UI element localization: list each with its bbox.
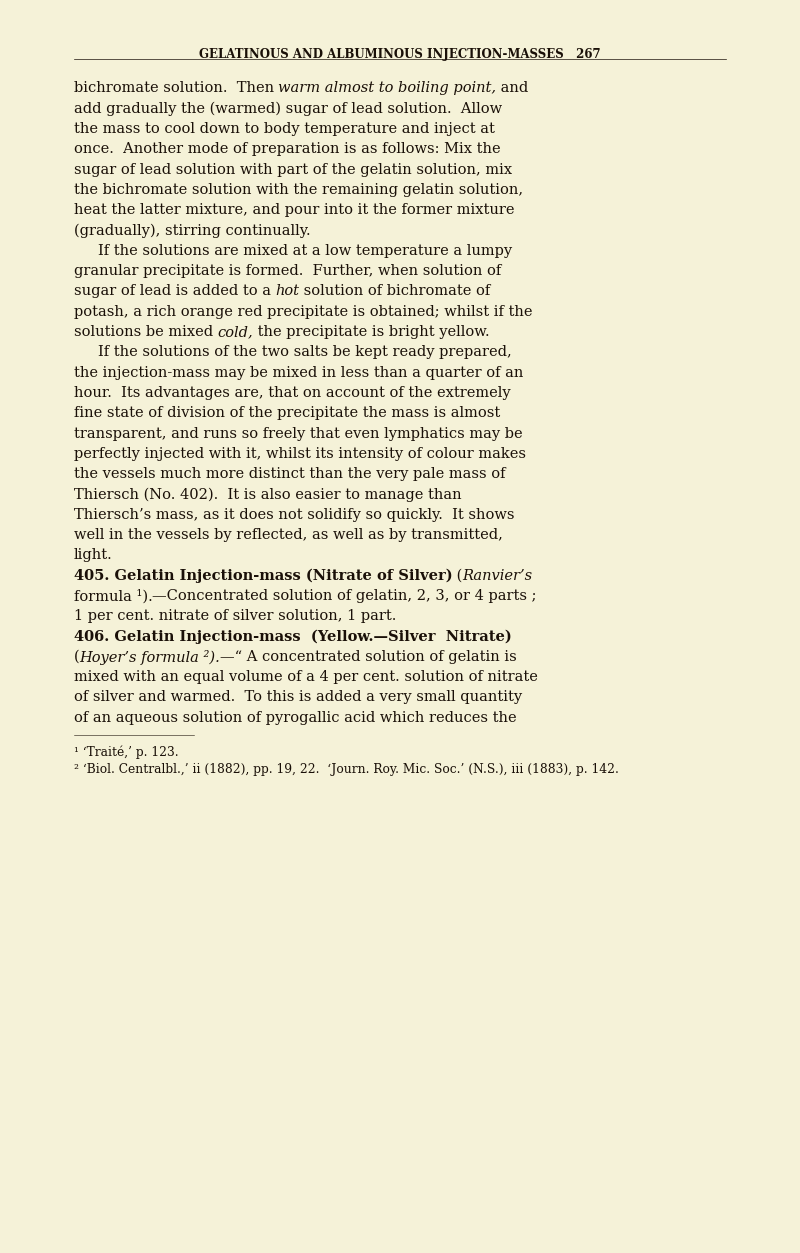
- Text: (gradually), stirring continually.: (gradually), stirring continually.: [74, 223, 310, 238]
- Text: of an aqueous solution of pyrogallic acid which reduces the: of an aqueous solution of pyrogallic aci…: [74, 710, 516, 724]
- Text: fine state of division of the precipitate the mass is almost: fine state of division of the precipitat…: [74, 406, 500, 420]
- Text: light.: light.: [74, 549, 112, 563]
- Text: cold,: cold,: [218, 325, 253, 340]
- Text: 405. Gelatin Injection-mass (Nitrate of Silver): 405. Gelatin Injection-mass (Nitrate of …: [74, 569, 452, 583]
- Text: potash, a rich orange red precipitate is obtained; whilst if the: potash, a rich orange red precipitate is…: [74, 304, 532, 318]
- Text: the mass to cool down to body temperature and inject at: the mass to cool down to body temperatur…: [74, 122, 494, 137]
- Text: and: and: [496, 81, 529, 95]
- Text: the injection-mass may be mixed in less than a quarter of an: the injection-mass may be mixed in less …: [74, 366, 523, 380]
- Text: sugar of lead solution with part of the gelatin solution, mix: sugar of lead solution with part of the …: [74, 163, 512, 177]
- Text: add gradually the (warmed) sugar of lead solution.  Allow: add gradually the (warmed) sugar of lead…: [74, 101, 502, 117]
- Text: Ranvier’s: Ranvier’s: [462, 569, 533, 583]
- Text: (: (: [452, 569, 462, 583]
- Text: warm almost to boiling point,: warm almost to boiling point,: [278, 81, 496, 95]
- Text: once.  Another mode of preparation is as follows: Mix the: once. Another mode of preparation is as …: [74, 143, 500, 157]
- Text: solutions be mixed: solutions be mixed: [74, 325, 218, 340]
- Text: well in the vessels by reflected, as well as by transmitted,: well in the vessels by reflected, as wel…: [74, 528, 502, 543]
- Text: the bichromate solution with the remaining gelatin solution,: the bichromate solution with the remaini…: [74, 183, 522, 197]
- Text: If the solutions are mixed at a low temperature a lumpy: If the solutions are mixed at a low temp…: [98, 244, 512, 258]
- Text: the vessels much more distinct than the very pale mass of: the vessels much more distinct than the …: [74, 467, 505, 481]
- Text: formula ¹).: formula ¹).: [74, 589, 152, 603]
- Text: sugar of lead is added to a: sugar of lead is added to a: [74, 284, 275, 298]
- Text: bichromate solution.  Then: bichromate solution. Then: [74, 81, 278, 95]
- Text: granular precipitate is formed.  Further, when solution of: granular precipitate is formed. Further,…: [74, 264, 501, 278]
- Text: transparent, and runs so freely that even lymphatics may be: transparent, and runs so freely that eve…: [74, 426, 522, 441]
- Text: Thiersch’s mass, as it does not solidify so quickly.  It shows: Thiersch’s mass, as it does not solidify…: [74, 507, 514, 521]
- Text: —“ A concentrated solution of gelatin is: —“ A concentrated solution of gelatin is: [220, 650, 517, 664]
- Text: 406. Gelatin Injection-mass  (Yellow.—Silver  Nitrate): 406. Gelatin Injection-mass (Yellow.—Sil…: [74, 629, 511, 644]
- Text: of silver and warmed.  To this is added a very small quantity: of silver and warmed. To this is added a…: [74, 690, 522, 704]
- Text: 1 per cent. nitrate of silver solution, 1 part.: 1 per cent. nitrate of silver solution, …: [74, 609, 396, 623]
- Text: solution of bichromate of: solution of bichromate of: [299, 284, 490, 298]
- Text: ² ‘Biol. Centralbl.,’ ii (1882), pp. 19, 22.  ‘Journ. Roy. Mic. Soc.’ (N.S.), ii: ² ‘Biol. Centralbl.,’ ii (1882), pp. 19,…: [74, 763, 618, 776]
- Text: —Concentrated solution of gelatin, 2, 3, or 4 parts ;: —Concentrated solution of gelatin, 2, 3,…: [152, 589, 537, 603]
- Text: Hoyer’s formula ²).: Hoyer’s formula ²).: [79, 650, 220, 665]
- Text: Thiersch (No. 402).  It is also easier to manage than: Thiersch (No. 402). It is also easier to…: [74, 487, 462, 501]
- Text: hour.  Its advantages are, that on account of the extremely: hour. Its advantages are, that on accoun…: [74, 386, 510, 400]
- Text: the precipitate is bright yellow.: the precipitate is bright yellow.: [253, 325, 490, 340]
- Text: If the solutions of the two salts be kept ready prepared,: If the solutions of the two salts be kep…: [98, 346, 511, 360]
- Text: ¹ ‘Traité,’ p. 123.: ¹ ‘Traité,’ p. 123.: [74, 746, 178, 759]
- Text: heat the latter mixture, and pour into it the former mixture: heat the latter mixture, and pour into i…: [74, 203, 514, 217]
- Text: GELATINOUS AND ALBUMINOUS INJECTION-MASSES   267: GELATINOUS AND ALBUMINOUS INJECTION-MASS…: [199, 48, 601, 60]
- Text: perfectly injected with it, whilst its intensity of colour makes: perfectly injected with it, whilst its i…: [74, 447, 526, 461]
- Text: (: (: [74, 650, 79, 664]
- Text: mixed with an equal volume of a 4 per cent. solution of nitrate: mixed with an equal volume of a 4 per ce…: [74, 670, 538, 684]
- Text: hot: hot: [275, 284, 299, 298]
